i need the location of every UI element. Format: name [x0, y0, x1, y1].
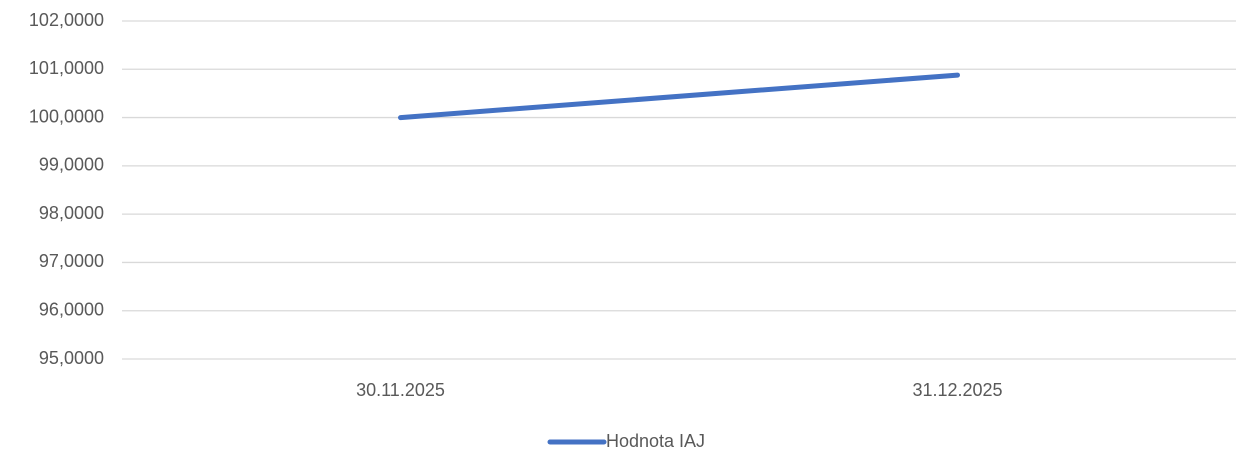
x-tick-label: 31.12.2025 — [912, 380, 1002, 400]
legend-label: Hodnota IAJ — [606, 431, 705, 451]
y-tick-label: 101,0000 — [29, 58, 104, 78]
y-tick-label: 98,0000 — [39, 203, 104, 223]
y-tick-label: 99,0000 — [39, 155, 104, 175]
y-tick-label: 97,0000 — [39, 251, 104, 271]
series-line — [398, 72, 960, 121]
y-tick-label: 95,0000 — [39, 348, 104, 368]
x-tick-label: 30.11.2025 — [356, 380, 445, 400]
y-tick-label: 100,0000 — [29, 106, 104, 126]
y-tick-label: 96,0000 — [39, 299, 104, 319]
y-tick-label: 102,0000 — [29, 10, 104, 30]
